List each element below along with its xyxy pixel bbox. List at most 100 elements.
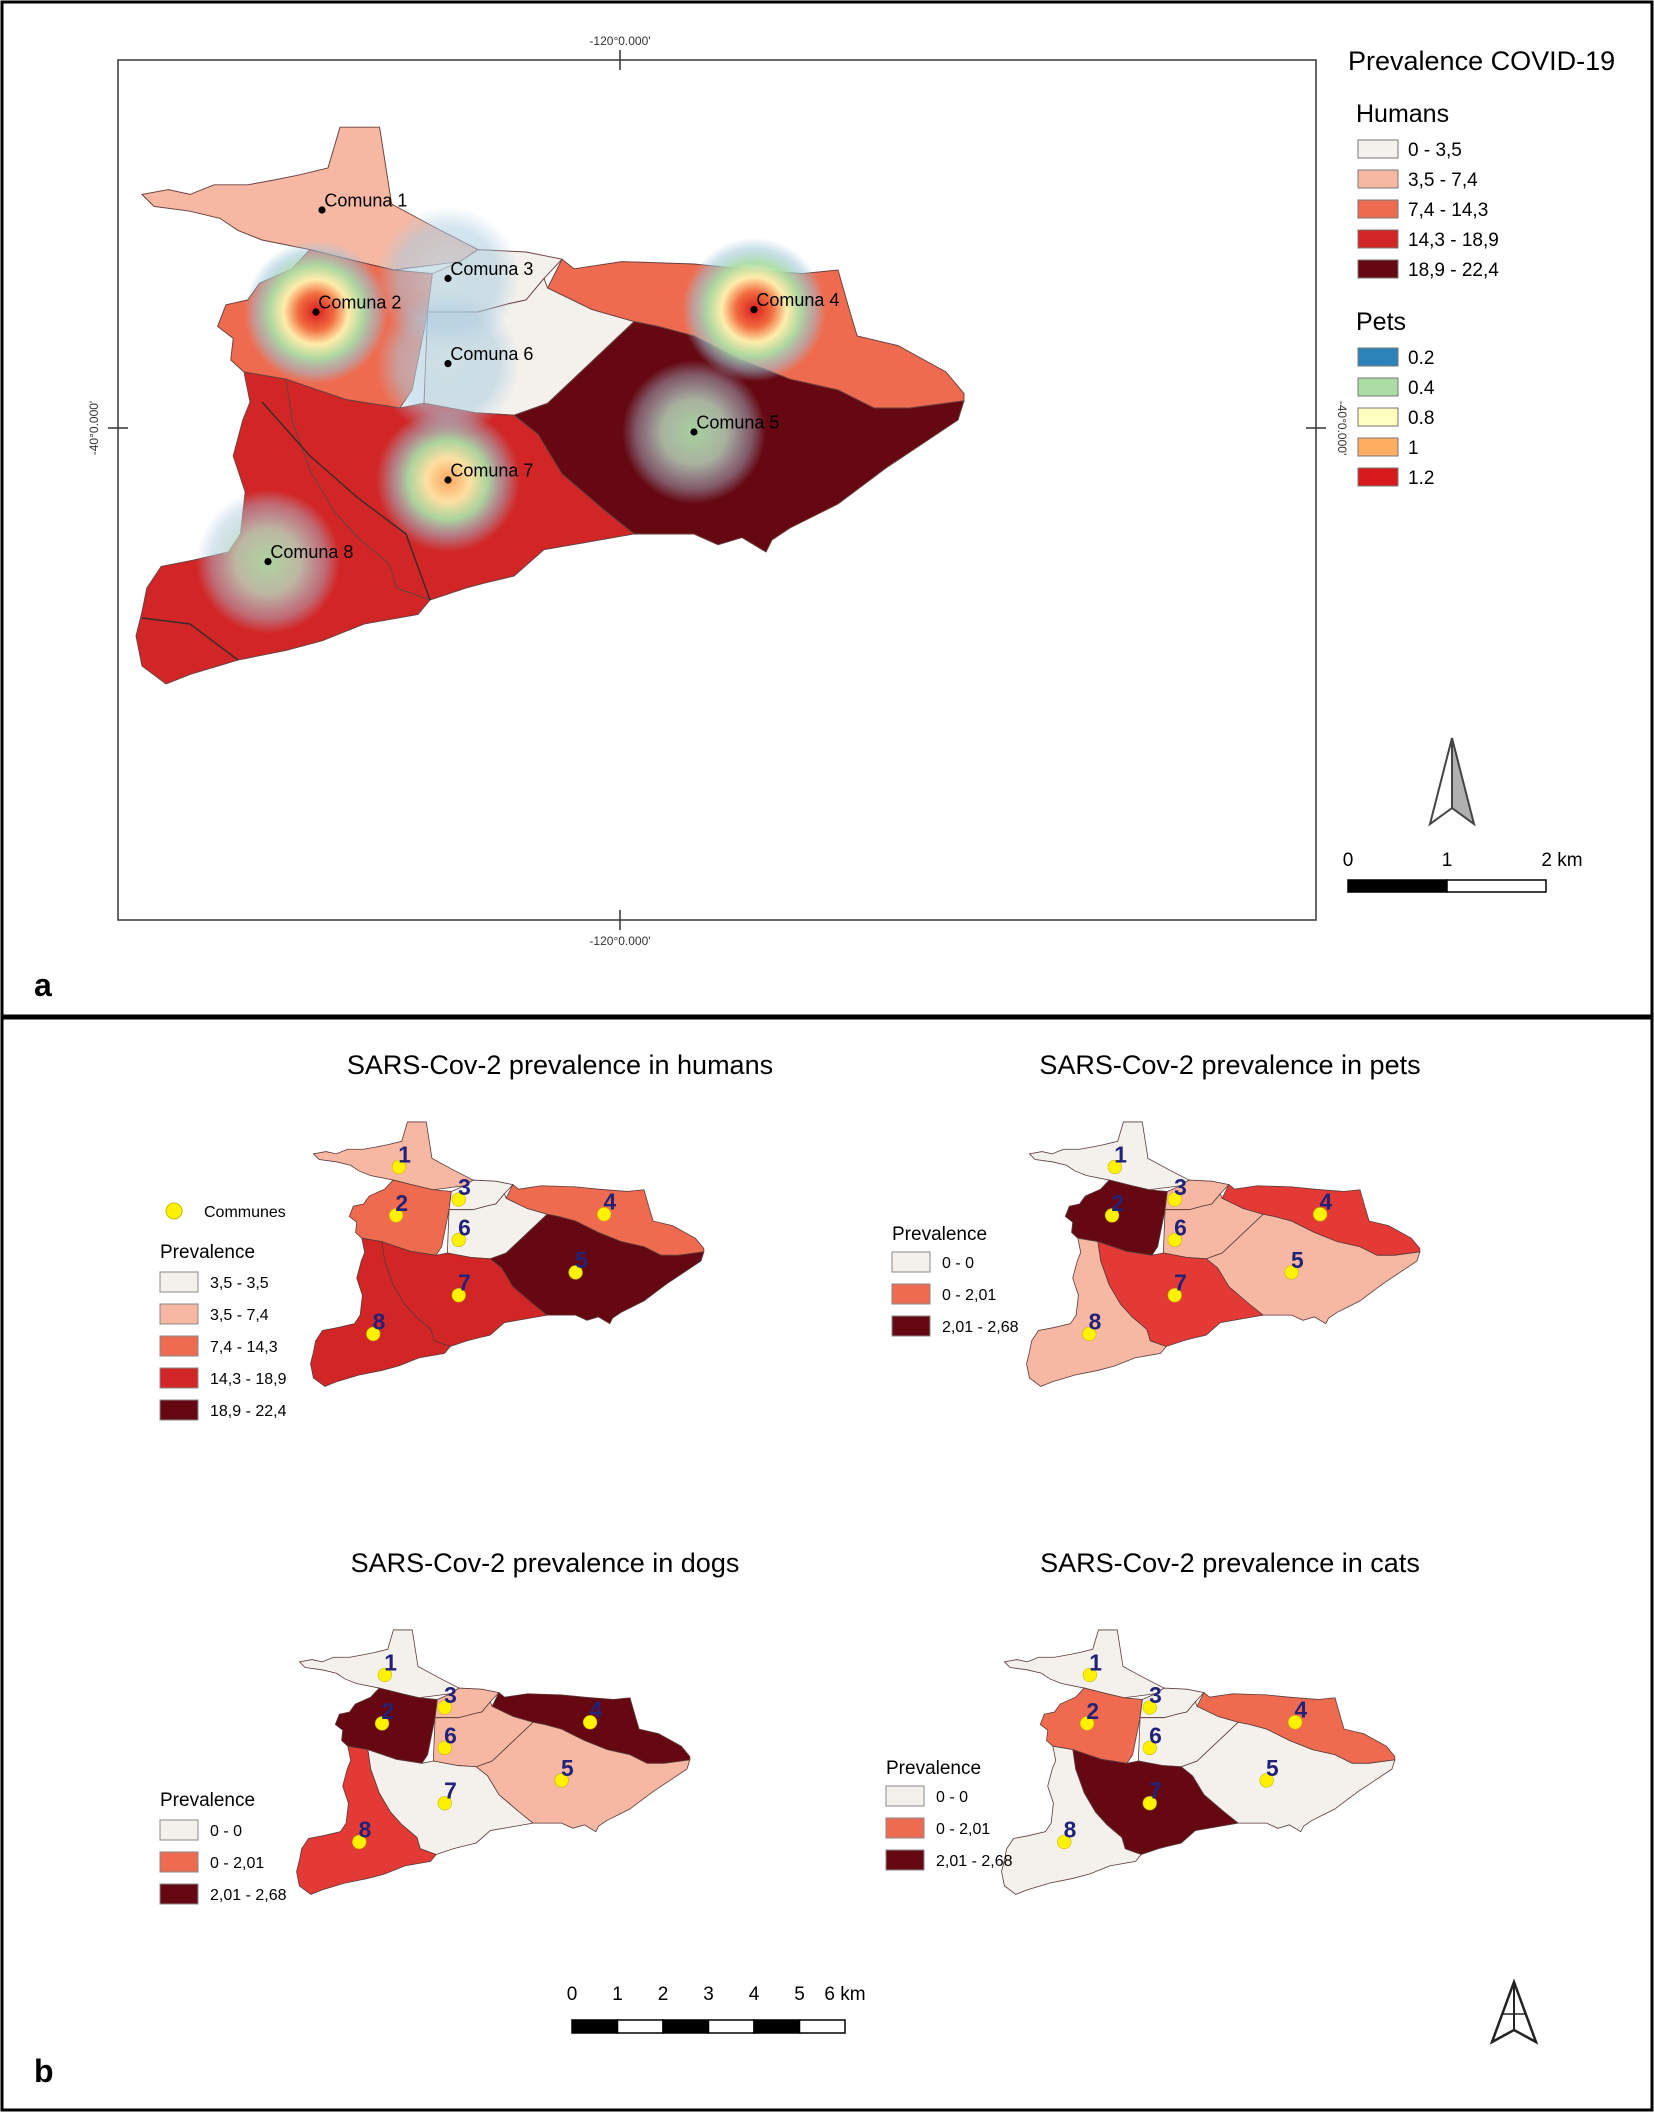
map2-commune-point [437, 1740, 452, 1756]
map2-commune-number: 5 [561, 1755, 574, 1781]
scale-b-segment [616, 2019, 664, 2034]
commune-4-point [750, 306, 758, 314]
commune-4-label: Comuna 4 [756, 290, 839, 310]
map0-commune-number: 4 [603, 1189, 616, 1215]
map1-commune-number: 7 [1174, 1270, 1187, 1296]
commune-8-point [264, 558, 272, 566]
legend-a-pets-swatch [1357, 467, 1399, 487]
legend-a-pets-label: 1.2 [1408, 468, 1434, 489]
map2-commune-number: 7 [444, 1778, 457, 1804]
legend-a-pets-swatch [1357, 407, 1399, 427]
map0-commune-point [451, 1288, 466, 1303]
panel-a-letter: a [34, 967, 52, 1003]
map-b-cats: SARS-Cov-2 prevalence in cats 1 2 3 4 5 6 7 8 [1001, 1548, 1420, 1895]
map1-commune-number: 6 [1174, 1214, 1187, 1240]
commune-1-label: Comuna 1 [324, 190, 407, 210]
lon-label-bottom: -120°0.000' [589, 934, 650, 948]
panel-a-legend: Prevalence COVID-19 Humans 0 - 3,5 3,5 - … [1348, 46, 1615, 489]
communes-point-icon [165, 1202, 183, 1220]
commune-5-label: Comuna 5 [696, 412, 779, 432]
map3-commune-number: 6 [1149, 1722, 1162, 1748]
legend-a-pets-swatch [1357, 377, 1399, 397]
map0-commune-number: 6 [458, 1214, 471, 1240]
map-b-pets: SARS-Cov-2 prevalence in pets 1 2 3 4 5 6 7 8 [1026, 1050, 1421, 1387]
scale-b-segment [571, 2019, 619, 2034]
map1-commune-point [1312, 1207, 1328, 1222]
map0-commune-point [596, 1207, 612, 1222]
commune-3-point [444, 274, 452, 282]
legend-b1-label: 0 - 0 [942, 1255, 974, 1272]
legend-a-pets-swatch [1357, 347, 1399, 367]
map2-commune-point [582, 1715, 598, 1730]
legend-b3-swatch [885, 1785, 925, 1807]
commune-7-point [444, 476, 452, 484]
commune-6-point [444, 360, 452, 368]
commune-3-label: Comuna 3 [450, 259, 533, 279]
map2-commune-8 [296, 1745, 437, 1895]
lon-label-top: -120°0.000' [589, 34, 650, 48]
map2-commune-point [437, 1700, 452, 1715]
map0-commune-number: 7 [458, 1270, 471, 1296]
map3-commune-point [1082, 1667, 1098, 1683]
lat-label-left: -40°0.000' [87, 401, 101, 455]
map2-commune-number: 4 [589, 1697, 602, 1723]
map0-commune-number: 5 [575, 1247, 588, 1273]
legend-a-pets-label: 0.2 [1408, 348, 1434, 369]
legend-a-pets-swatch [1357, 437, 1399, 457]
legend-a-humans-label: 3,5 - 7,4 [1408, 170, 1478, 191]
commune-2-label: Comuna 2 [318, 292, 401, 312]
legend-b0-label: 3,5 - 7,4 [210, 1307, 269, 1324]
commune-1-point [318, 206, 326, 214]
scale-a-tick-2: 2 km [1541, 850, 1582, 871]
legend-b3-label: 0 - 0 [936, 1789, 968, 1806]
legend-b0-label: 7,4 - 14,3 [210, 1339, 278, 1356]
map1-commune-number: 3 [1174, 1174, 1187, 1200]
map2-commune-point [554, 1773, 569, 1788]
legend-b2-swatch [159, 1819, 199, 1841]
map0-commune-1 [312, 1121, 474, 1191]
map3-commune-8 [1001, 1745, 1142, 1895]
scale-b-tick: 6 km [824, 1984, 865, 2005]
map0-commune-point [451, 1192, 466, 1207]
map3-commune-number: 8 [1064, 1816, 1077, 1842]
legend-b3-swatch [885, 1849, 925, 1871]
legend-a-humans-swatch [1357, 169, 1399, 189]
legend-a-humans-label: 14,3 - 18,9 [1408, 230, 1499, 251]
legend-a-humans-swatch [1357, 259, 1399, 279]
map3-commune-point [1079, 1716, 1095, 1731]
map-humans-title: SARS-Cov-2 prevalence in humans [347, 1050, 773, 1080]
map2-commune-number: 1 [384, 1649, 397, 1675]
legend-a-title: Prevalence COVID-19 [1348, 46, 1615, 76]
scale-b-segment [753, 2019, 801, 2034]
legend-a-humans-label: 7,4 - 14,3 [1408, 200, 1488, 221]
legend-a-humans-label: 0 - 3,5 [1408, 140, 1462, 161]
map2-commune-point [352, 1834, 367, 1850]
map1-commune-number: 8 [1089, 1308, 1102, 1334]
scale-b-tick: 1 [612, 1984, 623, 2005]
map2-commune-point [437, 1796, 452, 1811]
map1-commune-point [1082, 1326, 1097, 1342]
legend-a-humans-title: Humans [1356, 100, 1449, 128]
legend-b1-swatch [891, 1315, 931, 1337]
map0-commune-number: 1 [398, 1141, 411, 1167]
map0-commune-point [451, 1232, 466, 1248]
legend-b0-swatch [159, 1303, 199, 1325]
map3-commune-point [1142, 1740, 1157, 1756]
map1-commune-number: 5 [1291, 1247, 1304, 1273]
legend-b1-swatch [891, 1283, 931, 1305]
map3-commune-number: 4 [1294, 1697, 1307, 1723]
legend-a-pets-label: 1 [1408, 438, 1419, 459]
legend-b0-swatch [159, 1271, 199, 1293]
legend-b0-label: 14,3 - 18,9 [210, 1371, 287, 1388]
map3-commune-number: 5 [1266, 1755, 1279, 1781]
legend-b-cats: Prevalence 0 - 0 0 - 2,01 2,01 - 2,68 [885, 1758, 1013, 1871]
legend-b2-label: 0 - 2,01 [210, 1855, 264, 1872]
north-arrow-b-icon [1489, 1978, 1539, 2045]
lat-label-right: -40°0.000' [1335, 401, 1349, 455]
map1-commune-point [1167, 1232, 1182, 1248]
commune-2-point [312, 308, 320, 316]
legend-b0-label: 3,5 - 3,5 [210, 1275, 269, 1292]
map-b-dogs: SARS-Cov-2 prevalence in dogs 1 2 3 4 5 6 7 8 [296, 1548, 739, 1895]
legend-b3-label: 2,01 - 2,68 [936, 1853, 1013, 1870]
map1-commune-1 [1028, 1121, 1190, 1191]
